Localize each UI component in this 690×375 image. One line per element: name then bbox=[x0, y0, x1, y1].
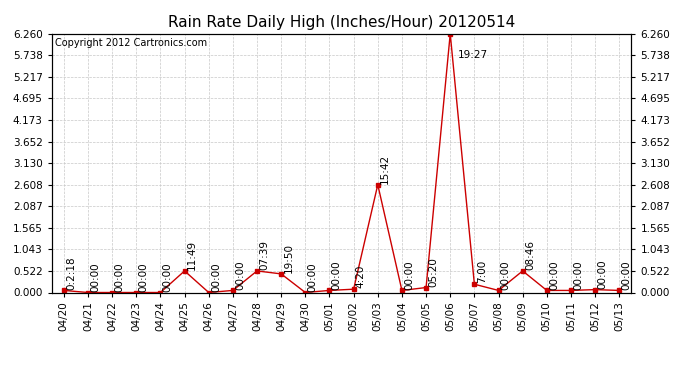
Text: 00:00: 00:00 bbox=[163, 262, 172, 292]
Text: 19:50: 19:50 bbox=[284, 243, 293, 273]
Text: 00:00: 00:00 bbox=[332, 260, 342, 290]
Text: 19:27: 19:27 bbox=[457, 50, 488, 60]
Text: Copyright 2012 Cartronics.com: Copyright 2012 Cartronics.com bbox=[55, 38, 207, 48]
Text: 00:00: 00:00 bbox=[90, 262, 100, 292]
Text: 00:00: 00:00 bbox=[404, 260, 414, 290]
Text: 08:46: 08:46 bbox=[525, 240, 535, 270]
Text: 00:00: 00:00 bbox=[622, 260, 631, 290]
Text: 00:00: 00:00 bbox=[501, 260, 511, 290]
Text: 4:20: 4:20 bbox=[356, 265, 366, 288]
Text: 00:00: 00:00 bbox=[598, 259, 607, 289]
Text: 7:00: 7:00 bbox=[477, 260, 486, 284]
Text: 00:00: 00:00 bbox=[573, 260, 583, 290]
Text: 15:42: 15:42 bbox=[380, 154, 390, 184]
Text: 00:00: 00:00 bbox=[308, 262, 317, 292]
Text: 00:00: 00:00 bbox=[211, 262, 221, 292]
Text: 00:00: 00:00 bbox=[549, 260, 559, 290]
Text: 11:49: 11:49 bbox=[187, 240, 197, 270]
Text: 00:00: 00:00 bbox=[139, 262, 148, 292]
Text: 0:2:18: 0:2:18 bbox=[66, 256, 76, 290]
Text: 07:39: 07:39 bbox=[259, 240, 269, 270]
Text: 00:00: 00:00 bbox=[235, 260, 245, 290]
Title: Rain Rate Daily High (Inches/Hour) 20120514: Rain Rate Daily High (Inches/Hour) 20120… bbox=[168, 15, 515, 30]
Text: 05:20: 05:20 bbox=[428, 257, 438, 287]
Text: 00:00: 00:00 bbox=[115, 262, 124, 292]
